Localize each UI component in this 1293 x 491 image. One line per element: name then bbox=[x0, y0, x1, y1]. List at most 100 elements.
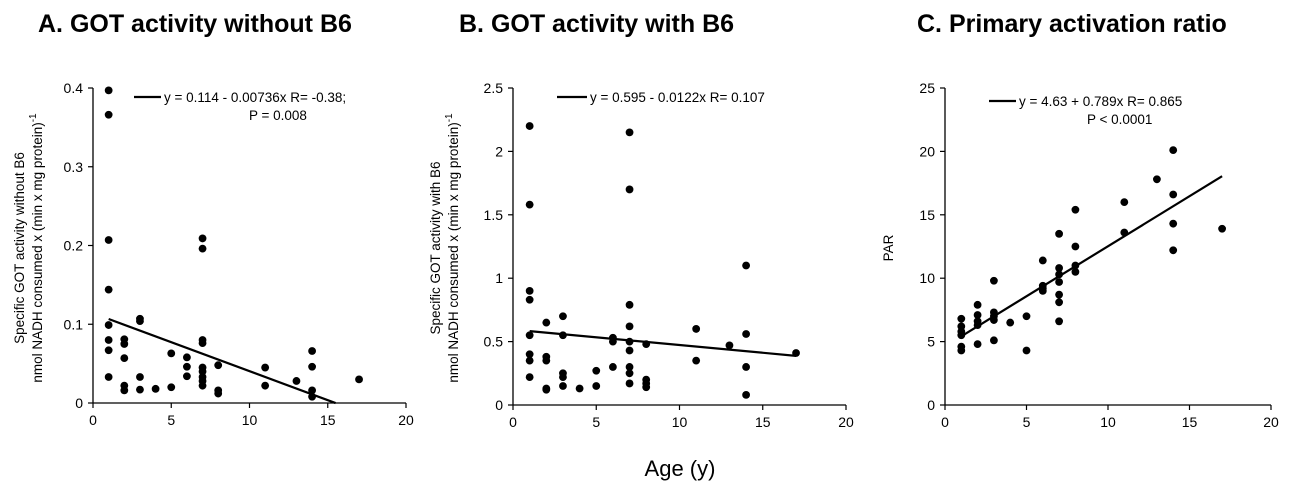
panel-b-ylabel-line2: nmol NADH consumed x (min x mg protein)-… bbox=[444, 113, 461, 383]
panel-a-x-tick-label: 20 bbox=[398, 412, 414, 428]
panel-b-data-point bbox=[525, 356, 534, 365]
panel-a-data-point bbox=[261, 381, 270, 390]
panel-a-annotation-line2: P = 0.008 bbox=[249, 108, 307, 123]
panel-c-data-point bbox=[973, 321, 982, 330]
panel-a-data-point bbox=[104, 285, 113, 294]
panel-a-data-point bbox=[355, 375, 363, 384]
panel-b-data-point bbox=[742, 330, 750, 338]
panel-a-data-point bbox=[214, 361, 223, 370]
panel-a-data-point bbox=[104, 346, 113, 355]
panel-b-data-point bbox=[725, 341, 734, 350]
panel-a-data-point bbox=[136, 373, 144, 381]
panel-c-data-point bbox=[1022, 346, 1031, 355]
panel-a-data-point bbox=[104, 336, 113, 344]
panel-b-data-point bbox=[525, 350, 534, 359]
panel-a-ylabel-line2: nmol NADH consumed x (min x mg protein)-… bbox=[28, 113, 45, 383]
panel-a-data-point bbox=[136, 385, 144, 394]
panel-b-regression-line bbox=[529, 330, 797, 357]
panel-b-x-tick-label: 0 bbox=[509, 414, 517, 430]
panel-c-annotation-line2: P < 0.0001 bbox=[1087, 112, 1152, 127]
panel-c-data-point bbox=[1055, 229, 1063, 238]
panel-a-data-point bbox=[308, 392, 316, 401]
panel-b-data-point bbox=[625, 185, 634, 194]
panel-a-data-point bbox=[167, 383, 176, 392]
panel-b-data-point bbox=[525, 373, 534, 382]
panel-b-data-point bbox=[592, 382, 601, 390]
panel-b-data-point bbox=[542, 385, 551, 394]
panel-a-data-point bbox=[183, 372, 191, 381]
panel-b-data-point bbox=[642, 383, 651, 392]
panel-a-axes: 0 5 10 15 20 0 0.1 0.2 0.3 0.4 bbox=[64, 80, 414, 428]
panel-a-ylabel-unit: nmol NADH consumed x (min x mg protein) bbox=[30, 122, 45, 382]
panel-b-data-point bbox=[625, 337, 634, 346]
panel-c-data-point bbox=[1071, 261, 1080, 270]
panel-b-data-point bbox=[542, 356, 551, 365]
panel-b-y-tick-label: 2.5 bbox=[484, 80, 504, 96]
panel-c-data-point bbox=[1055, 270, 1063, 279]
panel-b-x-tick-label: 15 bbox=[755, 414, 771, 430]
panel-a-data-point bbox=[167, 349, 176, 358]
panel-b-data-point bbox=[625, 300, 634, 309]
panel-c-data-point bbox=[1055, 278, 1063, 286]
panel-a-regression-line bbox=[108, 317, 336, 405]
panel-b-data-point bbox=[692, 356, 701, 365]
panel-a-x-tick-label: 10 bbox=[242, 412, 258, 428]
panel-a-data-point bbox=[136, 317, 144, 325]
panel-a-points bbox=[104, 86, 363, 401]
panel-c-data-point bbox=[957, 331, 966, 340]
panel-c-data-point bbox=[973, 311, 982, 319]
panel-a-data-point bbox=[120, 386, 129, 395]
panel-c-data-point bbox=[1055, 264, 1063, 272]
panel-b-data-point bbox=[792, 349, 800, 357]
panel-a-x-tick-label: 5 bbox=[167, 412, 175, 428]
panel-c-data-point bbox=[1055, 317, 1063, 326]
panel-b-fit bbox=[529, 95, 797, 357]
panel-c: C. Primary activation ratio PAR 0 5 10 15 20… bbox=[881, 10, 1279, 430]
panel-c-y-tick-label: 20 bbox=[919, 143, 935, 159]
panel-b-data-point bbox=[592, 366, 601, 375]
panel-a-data-point bbox=[183, 353, 191, 362]
panel-b-data-point bbox=[559, 312, 567, 321]
panel-c-data-point bbox=[1071, 205, 1080, 214]
panel-c-y-tick-label: 25 bbox=[919, 80, 935, 96]
panel-c-data-point bbox=[1071, 242, 1080, 251]
panel-b-data-point bbox=[742, 261, 750, 270]
panel-a-data-point bbox=[120, 354, 129, 363]
panel-a-y-tick-label: 0.4 bbox=[64, 80, 84, 96]
panel-b-data-point bbox=[625, 363, 634, 371]
panel-c-data-point bbox=[1022, 312, 1031, 321]
panel-c-fit bbox=[960, 99, 1223, 338]
panel-b-data-point bbox=[609, 337, 617, 346]
panel-c-data-point bbox=[990, 336, 998, 345]
panel-c-data-point bbox=[1071, 267, 1080, 276]
panel-c-annotation-line1: y = 4.63 + 0.789x R= 0.865 bbox=[1019, 94, 1182, 109]
panel-b-data-point bbox=[642, 340, 651, 349]
panel-c-points bbox=[957, 146, 1226, 355]
panel-a-data-point bbox=[104, 110, 113, 119]
panel-b-x-tick-label: 20 bbox=[838, 414, 854, 430]
panel-b-y-tick-label: 1.5 bbox=[484, 207, 504, 223]
panel-b-data-point bbox=[625, 322, 634, 331]
panel-b-data-point bbox=[625, 369, 634, 378]
panel-a-data-point bbox=[214, 389, 223, 398]
panel-a-data-point bbox=[198, 381, 207, 390]
panel-c-data-point bbox=[1120, 228, 1129, 237]
panel-a-data-point bbox=[308, 386, 316, 395]
panel-b-data-point bbox=[575, 384, 584, 393]
panel-c-data-point bbox=[1169, 246, 1178, 255]
panel-b-data-point bbox=[525, 200, 534, 209]
panel-a-data-point bbox=[104, 321, 113, 329]
panel-c-x-tick-label: 10 bbox=[1100, 414, 1116, 430]
panel-a: A. GOT activity without B6 Specific GOT … bbox=[12, 10, 414, 428]
panel-b-x-tick-label: 10 bbox=[672, 414, 688, 430]
panel-a-y-tick-label: 0.2 bbox=[64, 238, 84, 254]
panel-b-data-point bbox=[625, 346, 634, 355]
panel-a-data-point bbox=[198, 339, 207, 348]
panel-b-axes: 0 5 10 15 20 0 0.5 1 1.5 2 2.5 bbox=[484, 80, 854, 430]
panel-b-points bbox=[525, 122, 800, 399]
panel-a-ylabel-sup: -1 bbox=[28, 113, 39, 122]
panel-c-data-point bbox=[1120, 198, 1129, 207]
panel-c-data-point bbox=[990, 276, 998, 285]
panel-a-data-point bbox=[308, 362, 316, 371]
